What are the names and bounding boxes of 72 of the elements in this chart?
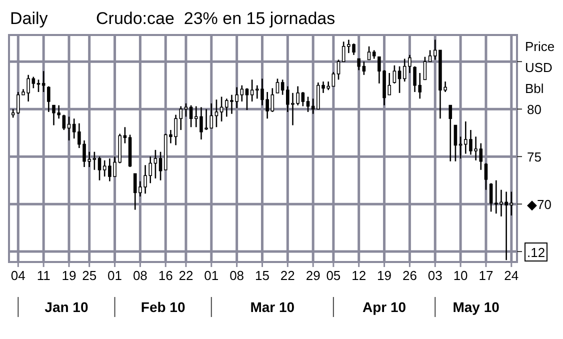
candlestick [276, 78, 280, 94]
candlestick [102, 160, 106, 178]
candlestick [301, 91, 305, 107]
x-tick-label: 29 [306, 268, 320, 283]
chart-subtitle: Daily [10, 9, 48, 28]
candlestick [489, 182, 493, 212]
candlestick [32, 76, 36, 89]
candlestick [47, 86, 50, 113]
candlestick [367, 46, 371, 60]
x-tick-label: 05 [326, 268, 341, 283]
text: Apr 10 [362, 299, 406, 315]
candlestick [311, 98, 315, 114]
candlestick [220, 96, 224, 122]
x-tick-label: 03 [428, 268, 442, 283]
candlestick [158, 151, 162, 181]
candlestick [392, 64, 396, 84]
candlestick [98, 156, 102, 181]
candlestick [67, 116, 71, 142]
candlestick [398, 66, 402, 94]
x-tick-label: 10 [453, 268, 468, 283]
candlestick [306, 96, 310, 113]
candlestick [36, 78, 40, 93]
candlestick [357, 58, 361, 71]
x-tick-label: 17 [478, 268, 494, 283]
x-tick-label: 08 [230, 268, 244, 283]
x-tick-label: 24 [504, 268, 519, 283]
chart-title: Crudo:cae 23% en 15 jornadas [96, 9, 336, 28]
x-tick-label: 19 [62, 268, 76, 283]
text: Mar 10 [250, 299, 295, 315]
text: Feb 10 [140, 299, 186, 315]
x-tick-label: 16 [158, 268, 173, 283]
candlestick [72, 118, 76, 140]
candlestick [280, 78, 284, 96]
candlestick [362, 60, 366, 76]
candlestick [270, 88, 274, 113]
x-tick-label: 01 [108, 268, 122, 283]
candlestick [423, 56, 427, 80]
candlestick [189, 104, 193, 128]
candlestick [250, 78, 254, 102]
y-tick-label: ◆70 [527, 197, 552, 212]
candlestick [214, 98, 218, 128]
x-tick-label: 04 [10, 268, 26, 283]
y-axis-title: Price USD Bbl [525, 39, 555, 96]
candlestick [336, 59, 340, 80]
text: May 10 [452, 299, 500, 315]
text: Jan 10 [44, 299, 88, 315]
candlestick [123, 126, 127, 144]
candlestick [184, 102, 188, 118]
candlestick [448, 104, 452, 162]
x-tick-label: 15 [255, 268, 270, 283]
candlestick [454, 124, 458, 162]
x-tick-label: 01 [204, 268, 219, 283]
x-tick-label: 19 [377, 268, 392, 283]
candlestick [245, 88, 249, 111]
y-tick-label: 75 [527, 150, 542, 165]
x-tick-label: 08 [132, 268, 148, 283]
y-tick-label: 80 [527, 102, 542, 118]
x-tick-label: 26 [402, 268, 417, 283]
candlestick [484, 162, 488, 190]
x-tick-label: 22 [178, 268, 194, 283]
x-tick-label: 25 [82, 268, 97, 283]
x-tick-label: 12 [352, 268, 366, 283]
candlestick [42, 70, 46, 93]
candlestick [62, 114, 66, 131]
candlestick [154, 149, 158, 180]
x-tick-label: 22 [280, 268, 295, 283]
x-tick-label: 11 [36, 268, 50, 283]
candlestick [342, 41, 346, 62]
candlestick [428, 50, 432, 62]
candlestick [510, 191, 514, 216]
candlestick [332, 71, 336, 87]
candlestick [92, 151, 96, 171]
